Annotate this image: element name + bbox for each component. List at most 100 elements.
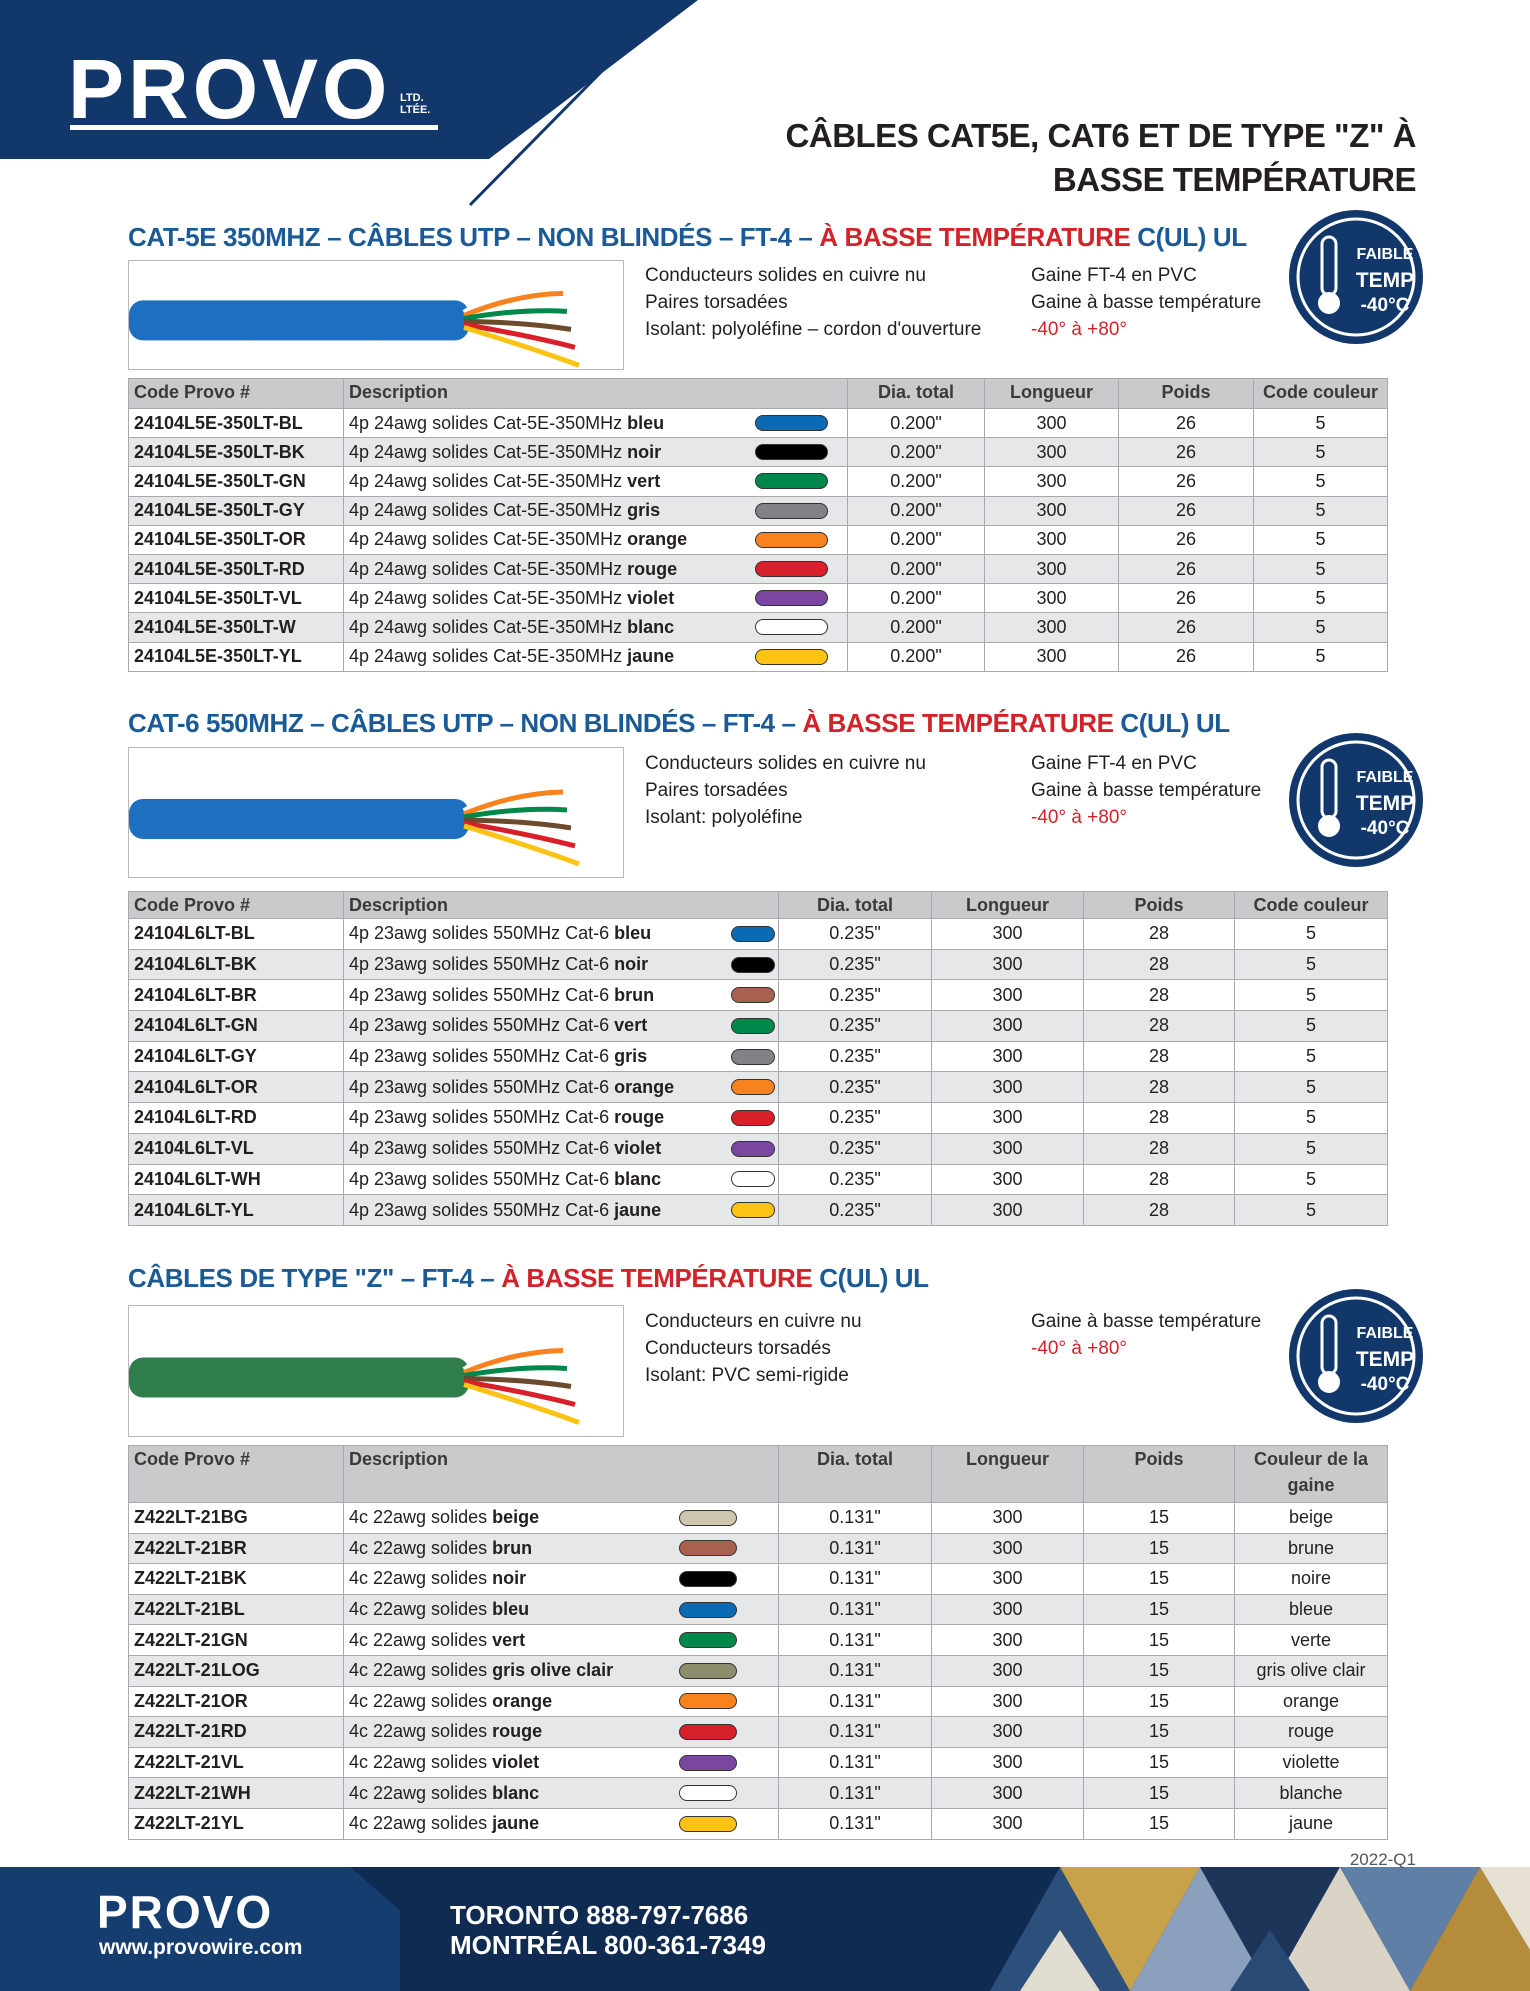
color-name: noir — [492, 1568, 527, 1589]
color-name: blanc — [614, 1168, 662, 1189]
product-row: 24104L6LT-BK 4p 23awg solides 550MHz Cat-… — [128, 948, 1388, 981]
value-cell: 0.235" — [778, 1102, 932, 1134]
value-cell: 0.131" — [778, 1654, 932, 1687]
value-cell: 0.131" — [778, 1502, 932, 1534]
features-left: Conducteurs solides en cuivre nu Paires t… — [645, 262, 1015, 343]
description: 4c 22awg solides — [349, 1721, 488, 1742]
color-name: bleu — [614, 923, 652, 944]
value-cell: 0.131" — [778, 1716, 932, 1748]
header-cell: Description — [343, 378, 848, 409]
temperature-range: -40° à +80° — [1031, 807, 1128, 828]
description: 4p 24awg solides Cat-5E-350MHz — [349, 558, 623, 579]
code-cell: Z422LT-21GN — [128, 1624, 344, 1656]
value-cell: 300 — [984, 495, 1119, 526]
color-swatch — [731, 1202, 775, 1219]
product-row: 24104L5E-350LT-GN 4p 24awg solides Cat-5E… — [128, 466, 1388, 497]
code-cell: 24104L5E-350LT-W — [128, 612, 344, 643]
value-cell: 300 — [931, 1624, 1084, 1656]
color-name: bleu — [492, 1599, 530, 1620]
value-cell: 5 — [1234, 1163, 1388, 1196]
color-swatch — [755, 619, 828, 636]
color-name: noir — [614, 954, 649, 975]
wire — [463, 318, 572, 332]
value-cell: 15 — [1083, 1563, 1235, 1595]
color-swatch — [755, 531, 828, 548]
feature: Gaine à basse température — [1031, 1311, 1262, 1332]
value-cell: 300 — [931, 979, 1084, 1012]
cable-drawing — [129, 771, 580, 867]
description: 4c 22awg solides — [349, 1813, 488, 1834]
value-cell: 0.235" — [778, 918, 932, 950]
value-cell: 300 — [931, 1132, 1084, 1165]
product-row: 24104L6LT-OR 4p 23awg solides 550MHz Cat-… — [128, 1071, 1388, 1104]
code-cell: Z422LT-21RD — [128, 1716, 344, 1748]
title-part: C(UL) UL — [1113, 708, 1230, 738]
color-swatch — [679, 1815, 737, 1832]
color-swatch — [679, 1785, 737, 1802]
color-swatch — [679, 1540, 737, 1557]
description-cell: 4p 24awg solides Cat-5E-350MHz noir — [343, 437, 848, 468]
feature: Conducteurs torsadés — [645, 1338, 831, 1359]
title-part: C(UL) UL — [812, 1263, 929, 1293]
description-cell: 4p 24awg solides Cat-5E-350MHz bleu — [343, 407, 848, 439]
value-cell: 0.200" — [847, 583, 985, 614]
color-swatch — [679, 1723, 737, 1740]
product-row: 24104L6LT-BR 4p 23awg solides 550MHz Cat-… — [128, 979, 1388, 1012]
color-swatch — [679, 1662, 737, 1679]
value-cell: orange — [1234, 1685, 1388, 1718]
description: 4c 22awg solides — [349, 1629, 488, 1650]
wire — [463, 806, 568, 820]
header-row: Code Provo # Description Dia. total Longueu… — [128, 1445, 1388, 1503]
value-cell: 300 — [984, 553, 1119, 585]
value-cell: 300 — [931, 1102, 1084, 1134]
color-swatch — [755, 473, 828, 490]
feature: Paires torsadées — [645, 780, 788, 801]
code-cell: 24104L5E-350LT-YL — [128, 641, 344, 672]
value-cell: 5 — [1234, 948, 1388, 981]
value-cell: 300 — [931, 918, 1084, 950]
value-cell: 0.131" — [778, 1563, 932, 1595]
badge-ring — [1296, 740, 1416, 860]
features-left: Conducteurs solides en cuivre nu Paires t… — [645, 750, 1015, 831]
code-cell: 24104L5E-350LT-OR — [128, 524, 344, 555]
value-cell: 300 — [931, 1654, 1084, 1687]
product-row: 24104L6LT-GY 4p 23awg solides 550MHz Cat-… — [128, 1040, 1388, 1073]
value-cell: 28 — [1083, 1040, 1235, 1073]
value-cell: 0.200" — [847, 524, 985, 555]
value-cell: 300 — [931, 1194, 1084, 1226]
features-right: Gaine FT-4 en PVC Gaine à basse températu… — [1031, 262, 1291, 343]
value-cell: 300 — [931, 1163, 1084, 1196]
product-row: Z422LT-21BR 4c 22awg solides brun 0.131" 300… — [128, 1532, 1388, 1565]
description-cell: 4c 22awg solides gris olive clair — [343, 1654, 779, 1687]
value-cell: violette — [1234, 1746, 1388, 1779]
value-cell: 0.200" — [847, 553, 985, 585]
wire — [463, 308, 568, 321]
color-swatch — [731, 987, 775, 1004]
thermometer-bulb — [1318, 292, 1340, 314]
header-cell: Code Provo # — [128, 1445, 344, 1503]
phone: TORONTO 888-797-7686 — [450, 1900, 749, 1930]
code-cell: 24104L6LT-GN — [128, 1010, 344, 1042]
footer-left — [0, 1867, 400, 1991]
description: 4c 22awg solides — [349, 1568, 488, 1589]
product-row: 24104L6LT-WH 4p 23awg solides 550MHz Cat-… — [128, 1163, 1388, 1196]
feature: Isolant: PVC semi-rigide — [645, 1365, 849, 1386]
value-cell: 15 — [1083, 1746, 1235, 1779]
value-cell: 5 — [1234, 1194, 1388, 1226]
features-right: Gaine FT-4 en PVC Gaine à basse températu… — [1031, 750, 1291, 831]
value-cell: 5 — [1234, 1071, 1388, 1104]
description-cell: 4c 22awg solides vert — [343, 1624, 779, 1656]
color-name: brun — [614, 984, 655, 1005]
value-cell: 0.131" — [778, 1624, 932, 1656]
badge-text: -40°C — [1361, 295, 1410, 316]
product-row: Z422LT-21BK 4c 22awg solides noir 0.131" 300… — [128, 1563, 1388, 1595]
feature: Gaine à basse température — [1031, 292, 1262, 313]
description: 4p 24awg solides Cat-5E-350MHz — [349, 529, 623, 550]
product-row: 24104L5E-350LT-GY 4p 24awg solides Cat-5E… — [128, 495, 1388, 526]
header-cell: Poids — [1118, 378, 1254, 409]
value-cell: 0.200" — [847, 612, 985, 643]
code-cell: 24104L6LT-RD — [128, 1102, 344, 1134]
value-cell: 5 — [1234, 1132, 1388, 1165]
product-row: 24104L5E-350LT-YL 4p 24awg solides Cat-5E… — [128, 641, 1388, 672]
code-cell: 24104L6LT-BR — [128, 979, 344, 1012]
